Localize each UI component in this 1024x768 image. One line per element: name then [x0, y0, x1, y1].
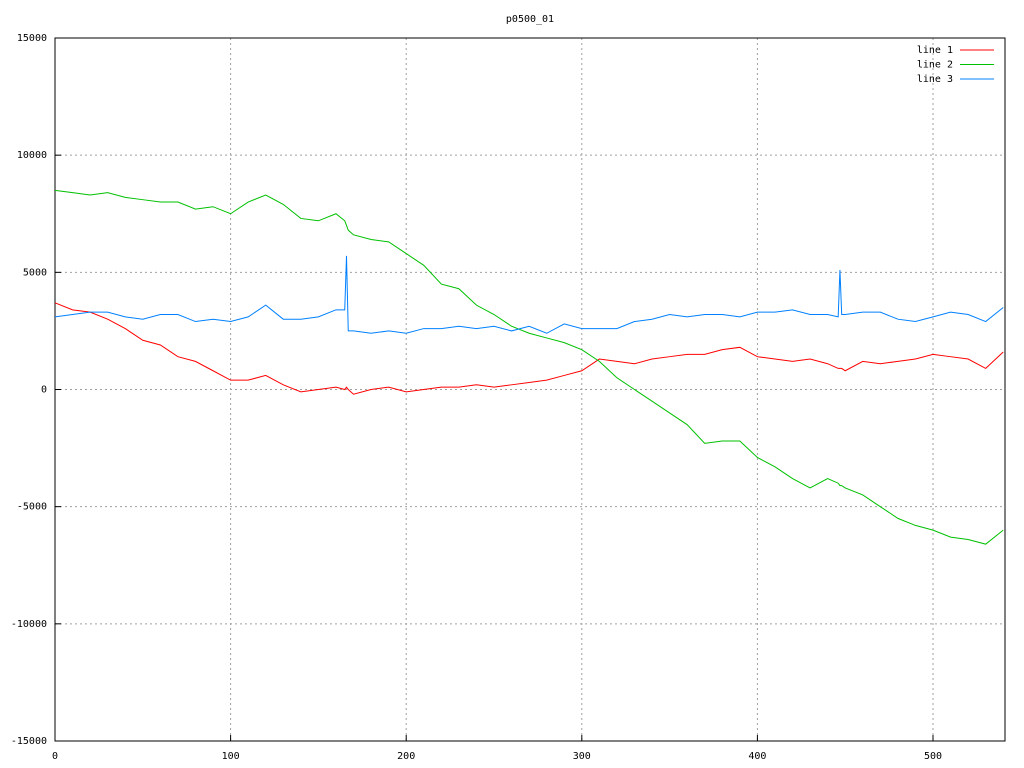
x-tick-label: 200: [397, 751, 415, 762]
x-tick-label: 100: [222, 751, 240, 762]
y-tick-label: 10000: [17, 150, 47, 161]
x-tick-label: 400: [748, 751, 766, 762]
data-line: [54, 255, 1004, 334]
legend-label: line 1: [917, 45, 953, 56]
chart-title: p0500_01: [506, 14, 554, 25]
x-tick-label: 300: [573, 751, 591, 762]
data-line: [54, 189, 1004, 545]
y-tick-label: -15000: [11, 736, 47, 747]
plot-frame: [54, 37, 1006, 742]
y-tick-label: 5000: [23, 267, 47, 278]
legend-label: line 2: [917, 60, 953, 71]
legend-label: line 3: [917, 74, 953, 85]
x-tick-label: 500: [924, 751, 942, 762]
y-tick-label: -10000: [11, 619, 47, 630]
y-tick-label: 15000: [17, 33, 47, 44]
data-line: [54, 302, 1004, 395]
y-tick-label: -5000: [17, 502, 47, 513]
y-tick-label: 0: [41, 385, 47, 396]
x-tick-label: 0: [52, 751, 58, 762]
